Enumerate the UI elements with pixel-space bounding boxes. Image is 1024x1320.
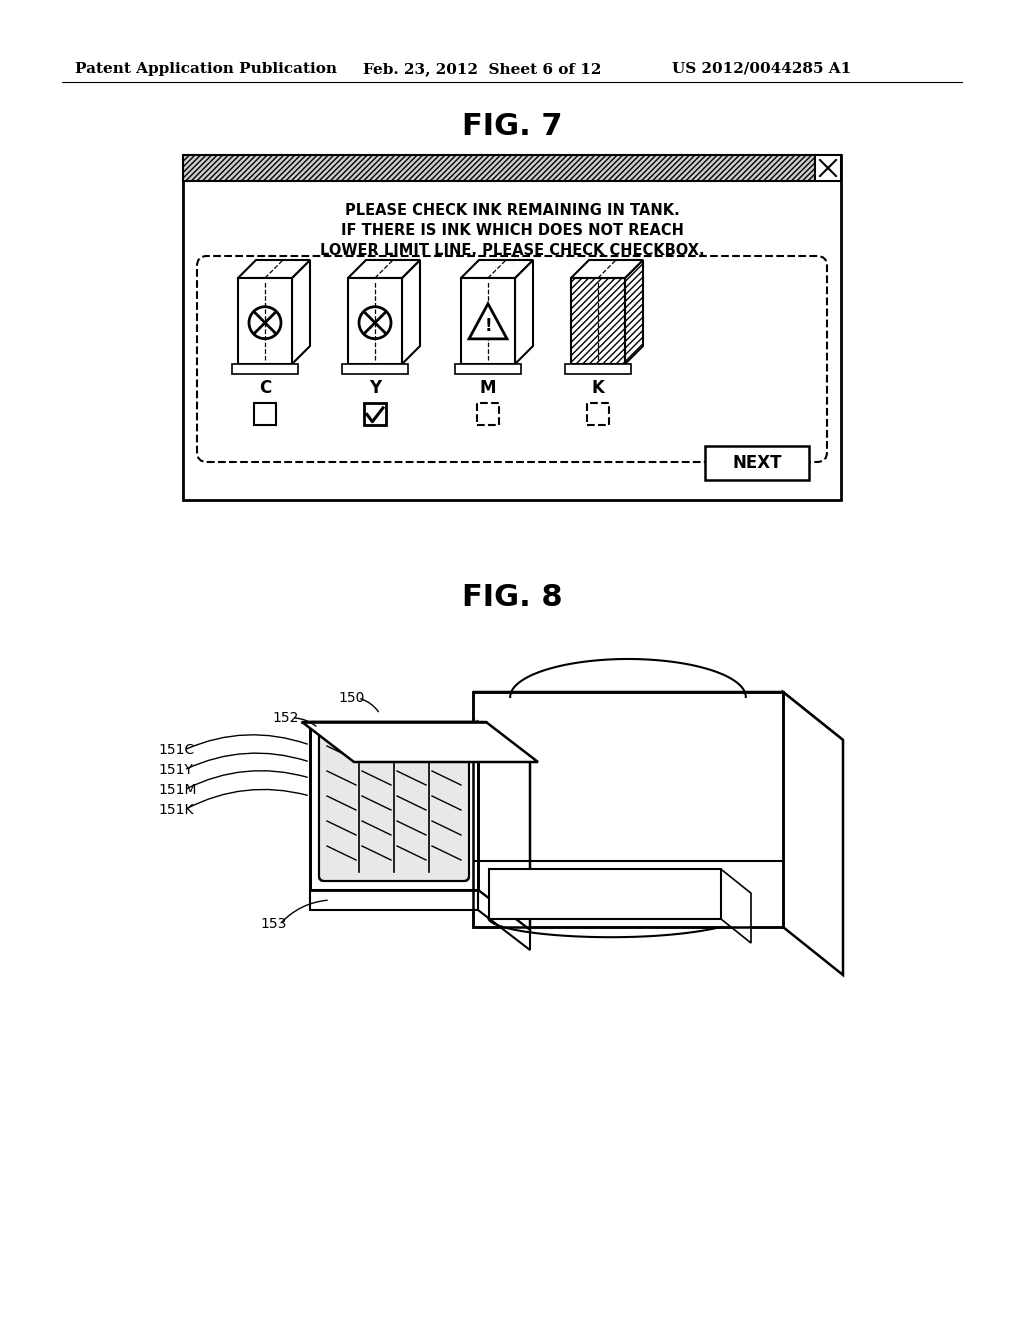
- Polygon shape: [473, 692, 843, 741]
- Text: FIG. 8: FIG. 8: [462, 583, 562, 612]
- Text: PLEASE CHECK INK REMAINING IN TANK.: PLEASE CHECK INK REMAINING IN TANK.: [345, 203, 679, 218]
- Text: LOWER LIMIT LINE, PLEASE CHECK CHECKBOX.: LOWER LIMIT LINE, PLEASE CHECK CHECKBOX.: [319, 243, 705, 257]
- Text: K: K: [592, 379, 604, 397]
- Polygon shape: [348, 260, 420, 279]
- Text: C: C: [259, 379, 271, 397]
- Bar: [571, 279, 625, 364]
- Polygon shape: [625, 260, 643, 364]
- Text: Feb. 23, 2012  Sheet 6 of 12: Feb. 23, 2012 Sheet 6 of 12: [362, 62, 601, 77]
- Bar: [455, 364, 521, 374]
- Bar: [348, 279, 402, 364]
- Polygon shape: [469, 304, 507, 339]
- Bar: [815, 154, 841, 181]
- Bar: [183, 154, 841, 500]
- Bar: [477, 403, 499, 425]
- FancyBboxPatch shape: [197, 256, 827, 462]
- FancyBboxPatch shape: [319, 731, 469, 880]
- Polygon shape: [478, 722, 530, 931]
- Text: NEXT: NEXT: [732, 454, 781, 473]
- Polygon shape: [783, 692, 843, 975]
- Text: 150: 150: [338, 690, 365, 705]
- Polygon shape: [461, 260, 534, 279]
- Polygon shape: [515, 260, 534, 364]
- Text: 151Y: 151Y: [158, 763, 193, 777]
- Text: M: M: [480, 379, 497, 397]
- Bar: [473, 692, 783, 927]
- Polygon shape: [238, 260, 310, 279]
- Text: IF THERE IS INK WHICH DOES NOT REACH: IF THERE IS INK WHICH DOES NOT REACH: [341, 223, 683, 238]
- Bar: [310, 722, 478, 890]
- Bar: [587, 403, 609, 425]
- Text: 151C: 151C: [158, 743, 195, 756]
- Text: !: !: [484, 317, 492, 335]
- Bar: [238, 279, 292, 364]
- Text: FIG. 7: FIG. 7: [462, 112, 562, 141]
- Bar: [183, 154, 815, 181]
- Bar: [473, 692, 783, 927]
- Polygon shape: [478, 890, 530, 950]
- Polygon shape: [402, 260, 420, 364]
- Text: Patent Application Publication: Patent Application Publication: [75, 62, 337, 77]
- Polygon shape: [721, 869, 751, 942]
- Bar: [705, 446, 809, 480]
- Bar: [364, 403, 386, 425]
- Text: Y: Y: [369, 379, 381, 397]
- Bar: [232, 364, 298, 374]
- Bar: [461, 279, 515, 364]
- Text: 151M: 151M: [158, 783, 197, 797]
- Polygon shape: [310, 722, 530, 762]
- Polygon shape: [292, 260, 310, 364]
- Text: 152: 152: [272, 711, 298, 725]
- Bar: [571, 279, 625, 364]
- Bar: [310, 722, 478, 890]
- Bar: [183, 154, 815, 181]
- Polygon shape: [571, 260, 643, 279]
- Bar: [254, 403, 276, 425]
- Text: US 2012/0044285 A1: US 2012/0044285 A1: [672, 62, 851, 77]
- Bar: [565, 364, 631, 374]
- Bar: [310, 890, 478, 909]
- Polygon shape: [302, 722, 538, 762]
- Text: 153: 153: [260, 917, 287, 931]
- Text: 151K: 151K: [158, 803, 194, 817]
- Bar: [342, 364, 408, 374]
- Bar: [488, 869, 721, 919]
